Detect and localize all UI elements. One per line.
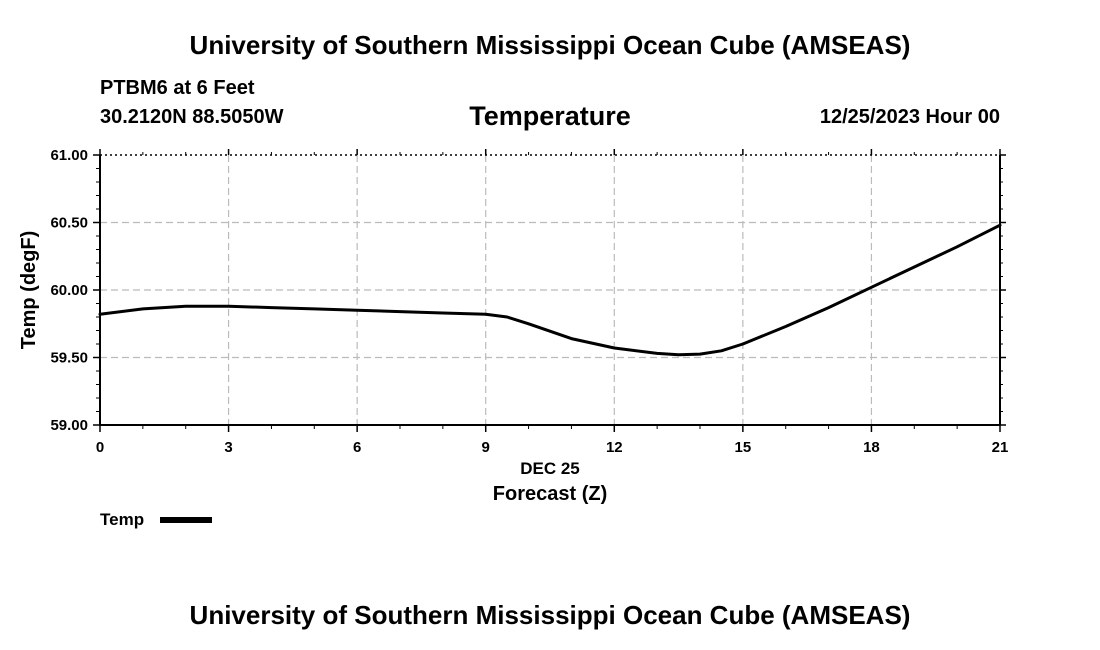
footer-title: University of Southern Mississippi Ocean… — [189, 600, 911, 630]
y-tick-label: 60.50 — [50, 215, 88, 232]
x-tick-label: 9 — [482, 439, 490, 456]
y-tick-label: 61.00 — [50, 147, 88, 164]
y-tick-label: 59.50 — [50, 350, 88, 367]
x-tick-label: 0 — [96, 439, 104, 456]
y-tick-label: 60.00 — [50, 282, 88, 299]
temp-series-line — [98, 223, 1002, 357]
x-tick-label: 18 — [863, 439, 880, 456]
x-tick-label: 3 — [224, 439, 232, 456]
legend-label: Temp — [100, 510, 144, 529]
date-hour-label: 12/25/2023 Hour 00 — [819, 106, 1000, 128]
x-tick-label: 21 — [992, 439, 1009, 456]
page-title: University of Southern Mississippi Ocean… — [189, 30, 911, 60]
x-tick-label: 6 — [353, 439, 361, 456]
y-tick-label: 59.00 — [50, 417, 88, 434]
x-tick-label: 12 — [606, 439, 623, 456]
coordinates-label: 30.2120N 88.5050W — [100, 106, 284, 128]
y-axis-label: Temp (degF) — [18, 231, 40, 350]
x-tick-label: 15 — [735, 439, 752, 456]
station-label: PTBM6 at 6 Feet — [100, 77, 255, 99]
x-axis-date-label: DEC 25 — [520, 459, 580, 478]
chart-title: Temperature — [469, 101, 631, 131]
x-axis-label: Forecast (Z) — [493, 483, 607, 505]
